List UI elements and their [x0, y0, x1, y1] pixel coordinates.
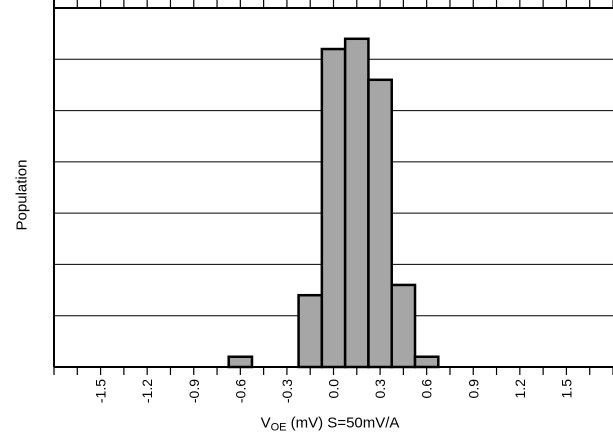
- histogram-bar: [413, 355, 440, 369]
- x-axis-ticks: -1.5 -1.2 -0.9 -0.6 -0.3 0.0 0.3 0.6 0.9 1.2 1.5: [53, 0, 613, 403]
- y-axis-label: Population: [13, 159, 31, 231]
- histogram-bar: [390, 283, 417, 369]
- x-tick-label: -0.3: [279, 379, 295, 403]
- x-tick-label: -1.2: [139, 379, 155, 403]
- histogram-bar: [343, 37, 370, 369]
- x-tick-label: 1.5: [558, 379, 574, 399]
- x-axis-label-main: V: [260, 414, 271, 432]
- histogram-bar: [297, 293, 324, 369]
- x-tick-label: 0.6: [419, 379, 435, 399]
- x-tick-label: -0.9: [186, 379, 202, 403]
- histogram-bar: [367, 78, 393, 369]
- x-axis-label-subscript: OE: [270, 421, 287, 434]
- x-tick-label: 0.3: [372, 379, 388, 399]
- x-axis-label: VOE (mV) S=50mV/A: [261, 415, 400, 434]
- histogram-bar: [227, 355, 254, 369]
- x-tick-label: 0.9: [465, 379, 481, 399]
- x-tick-label: -0.6: [232, 379, 248, 403]
- x-tick-label: 1.2: [512, 379, 528, 399]
- x-tick-label: 0.0: [326, 379, 342, 399]
- x-tick-label: -1.5: [93, 379, 109, 403]
- x-axis-label-rest: (mV) S=50mV/A: [286, 414, 400, 432]
- histogram-bars: [227, 37, 440, 369]
- histogram-bar: [320, 47, 347, 369]
